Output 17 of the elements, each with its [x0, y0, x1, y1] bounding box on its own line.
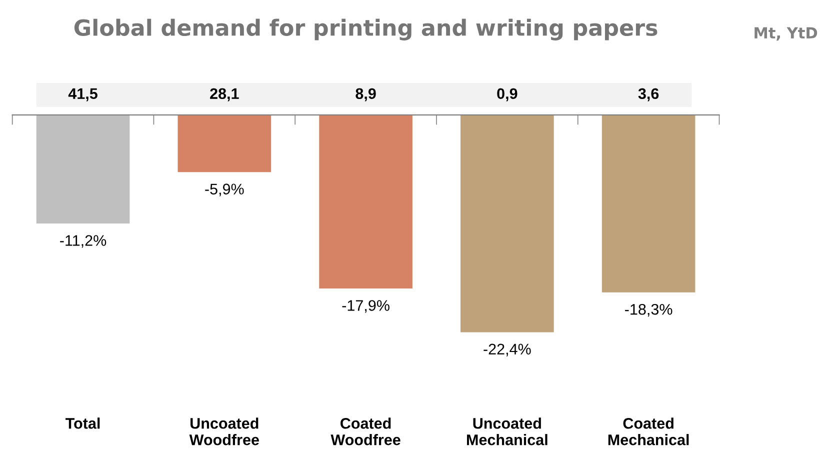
data-label: -18,3%: [625, 304, 672, 317]
text: Mt, YtD: [754, 27, 818, 41]
text: 3,6: [638, 88, 659, 102]
text: 28,1: [210, 88, 239, 102]
data-label: -22,4%: [484, 344, 531, 356]
chart-title: Global demand for printing and writing papers: [74, 18, 658, 40]
x-tick-label: Coated Woodfree: [330, 418, 400, 446]
text: 41,5: [68, 88, 98, 102]
x-tick-label: Uncoated Woodfree: [189, 418, 259, 446]
text: 8,9: [356, 88, 376, 102]
data-label: -17,9%: [342, 300, 390, 313]
x-tick-label: Total: [66, 418, 100, 429]
data-label: -5,9%: [205, 184, 244, 196]
text: 0,9: [497, 88, 518, 102]
x-tick-label: Coated Mechanical: [608, 418, 689, 446]
data-label: -11,2%: [60, 235, 106, 248]
x-tick-label: Uncoated Mechanical: [467, 418, 548, 446]
